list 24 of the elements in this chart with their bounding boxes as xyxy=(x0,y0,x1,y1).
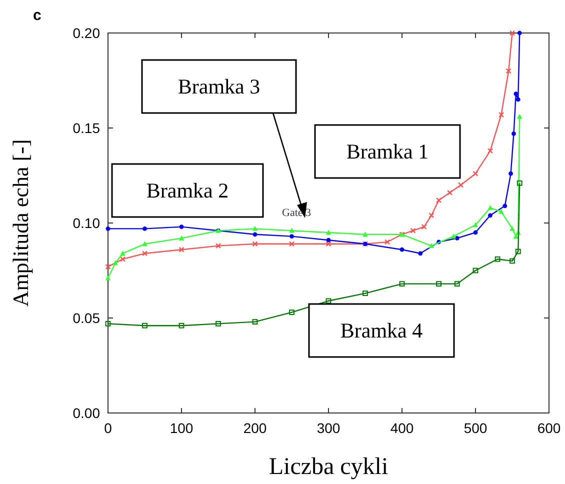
annotation: Bramka 3 xyxy=(178,74,260,98)
y-axis-title: Amplituda echa [-] xyxy=(8,139,33,307)
x-axis-title: Liczba cykli xyxy=(268,454,388,480)
y-tick-label: 0.15 xyxy=(72,120,100,136)
y-tick-label: 0.05 xyxy=(72,310,100,326)
x-tick-label: 300 xyxy=(316,420,340,436)
x-tick-label: 400 xyxy=(390,420,414,436)
label-box: Bramka 4 xyxy=(308,303,455,358)
text: c xyxy=(33,7,42,24)
annotation: Bramka 4 xyxy=(340,318,424,342)
x-tick-label: 200 xyxy=(243,420,267,436)
annotation: Bramka 2 xyxy=(146,178,229,202)
annotation: Bramka 1 xyxy=(346,140,429,164)
y-tick-label: 0.10 xyxy=(72,215,100,231)
x-tick-label: 0 xyxy=(104,420,112,436)
x-tick-label: 100 xyxy=(170,420,194,436)
y-tick-label: 0.00 xyxy=(72,405,100,421)
y-tick-label: 0.20 xyxy=(72,25,100,41)
label-box: Bramka 2 xyxy=(111,163,264,218)
label-box: Bramka 1 xyxy=(314,124,461,179)
annotation: Gate 3 xyxy=(282,207,312,219)
x-tick-label: 500 xyxy=(464,420,488,436)
label-box: Bramka 3 xyxy=(141,59,297,114)
x-tick-label: 600 xyxy=(537,420,561,436)
